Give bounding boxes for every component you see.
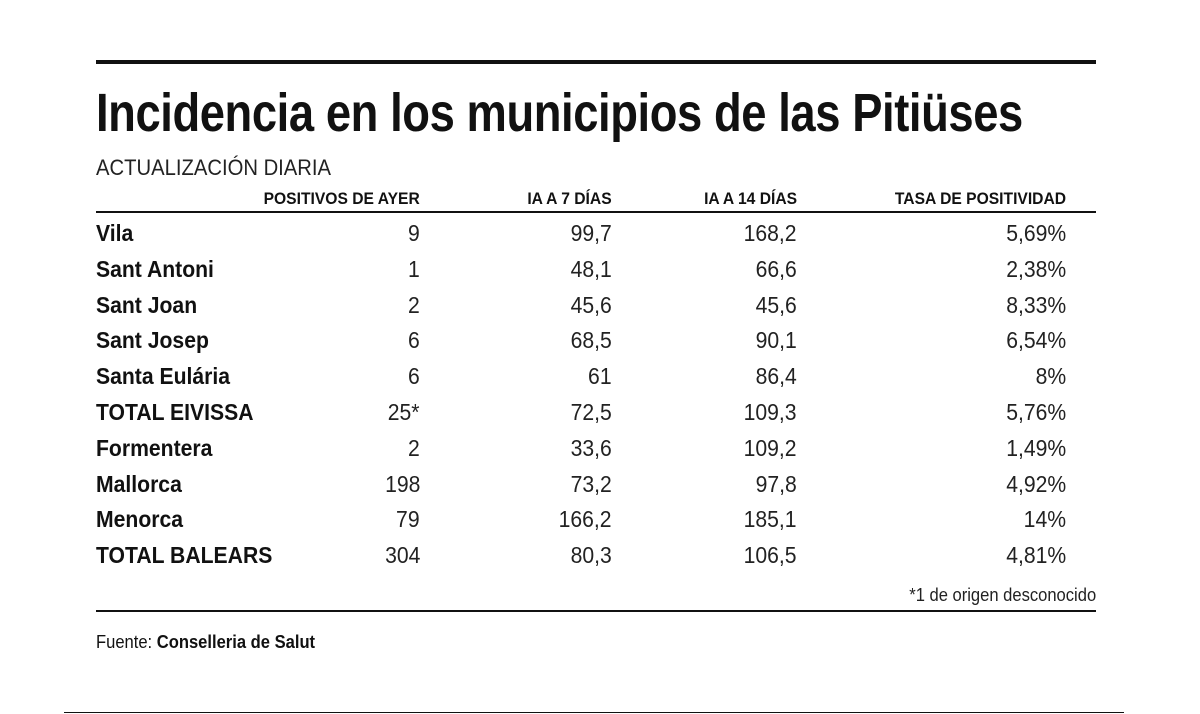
- row-label: Formentera: [96, 434, 213, 461]
- cell: 33,6: [570, 434, 612, 461]
- cell: 1,49%: [1005, 434, 1066, 461]
- row-label: Sant Joan: [96, 291, 198, 318]
- row-label: Vila: [96, 220, 134, 246]
- row-label: TOTAL BALEARS: [96, 542, 273, 569]
- cell: 185,1: [744, 506, 797, 533]
- cell: 198: [384, 470, 420, 497]
- cell: 90,1: [755, 327, 797, 354]
- cell: 109,2: [744, 434, 797, 461]
- source-name: Conselleria de Salut: [156, 632, 316, 652]
- row-label: Sant Antoni: [96, 255, 214, 282]
- row-label: Santa Eulária: [96, 363, 231, 390]
- cell: 73,2: [570, 470, 612, 497]
- cell: 61: [588, 363, 612, 390]
- cell: 79: [396, 506, 420, 533]
- cell: 86,4: [755, 363, 797, 390]
- cell: 304: [384, 542, 420, 569]
- cell: 106,5: [744, 542, 797, 569]
- cell: 8%: [1035, 363, 1066, 390]
- subtitle: ACTUALIZACIÓN DIARIA: [96, 155, 332, 180]
- cell: 6: [408, 363, 420, 390]
- cell: 4,92%: [1005, 470, 1066, 497]
- column-header: IA A 7 DÍAS: [527, 189, 612, 208]
- cell: 168,2: [744, 220, 797, 246]
- cell: 45,6: [755, 291, 797, 318]
- row-label: TOTAL EIVISSA: [96, 399, 254, 425]
- source: Fuente: Conselleria de Salut: [96, 632, 315, 653]
- column-header: IA A 14 DÍAS: [703, 189, 797, 208]
- cell: 166,2: [559, 506, 612, 533]
- cell: 2: [408, 434, 420, 461]
- table-bottom-rule: [96, 610, 1096, 612]
- column-header: POSITIVOS DE AYER: [263, 189, 420, 208]
- source-label: Fuente:: [96, 632, 153, 652]
- cell: 80,3: [570, 542, 612, 569]
- row-label: Sant Josep: [96, 327, 209, 354]
- cell: 66,6: [755, 255, 797, 282]
- cell: 5,69%: [1005, 220, 1066, 246]
- cell: 1: [408, 255, 420, 282]
- cell: 68,5: [570, 327, 612, 354]
- cell: 6,54%: [1005, 327, 1066, 354]
- cell: 25*: [388, 399, 420, 425]
- row-label: Mallorca: [96, 470, 182, 497]
- cell: 109,3: [744, 399, 797, 425]
- header-rule: [96, 211, 1096, 213]
- cell: 4,81%: [1005, 542, 1066, 569]
- column-header: TASA DE POSITIVIDAD: [894, 189, 1066, 208]
- cell: 9: [408, 220, 420, 246]
- cell: 99,7: [570, 220, 612, 246]
- cell: 45,6: [570, 291, 612, 318]
- cell: 6: [408, 327, 420, 354]
- bottom-rule: [64, 712, 1124, 713]
- cell: 5,76%: [1005, 399, 1066, 425]
- cell: 97,8: [755, 470, 797, 497]
- footnote: *1 de origen desconocido: [909, 585, 1096, 605]
- row-label: Menorca: [96, 506, 184, 533]
- cell: 72,5: [570, 399, 612, 425]
- cell: 8,33%: [1005, 291, 1066, 318]
- cell: 14%: [1023, 506, 1066, 533]
- cell: 48,1: [570, 255, 612, 282]
- cell: 2,38%: [1005, 255, 1066, 282]
- top-rule: [96, 60, 1096, 64]
- cell: 2: [408, 291, 420, 318]
- title: Incidencia en los municipios de las Piti…: [96, 83, 1023, 143]
